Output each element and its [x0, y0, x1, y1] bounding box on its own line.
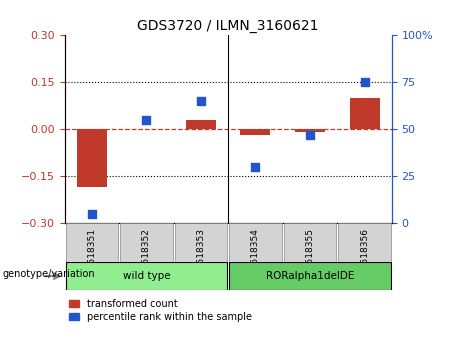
Text: GSM518352: GSM518352	[142, 228, 151, 282]
FancyBboxPatch shape	[338, 223, 391, 262]
FancyBboxPatch shape	[284, 223, 336, 262]
Text: RORalpha1delDE: RORalpha1delDE	[266, 271, 354, 281]
Legend: transformed count, percentile rank within the sample: transformed count, percentile rank withi…	[70, 299, 252, 321]
Point	[252, 164, 259, 170]
Text: GSM518354: GSM518354	[251, 228, 260, 282]
Text: GSM518351: GSM518351	[87, 228, 96, 283]
FancyBboxPatch shape	[175, 223, 227, 262]
Bar	[241, 129, 271, 136]
Bar	[349, 98, 379, 129]
Point	[306, 132, 313, 138]
Title: GDS3720 / ILMN_3160621: GDS3720 / ILMN_3160621	[137, 19, 319, 33]
Bar	[186, 120, 216, 129]
Point	[142, 117, 150, 123]
FancyBboxPatch shape	[65, 262, 227, 290]
FancyBboxPatch shape	[120, 223, 172, 262]
Point	[88, 211, 95, 217]
Text: GSM518353: GSM518353	[196, 228, 206, 283]
Point	[197, 98, 205, 104]
Point	[361, 79, 368, 85]
Text: wild type: wild type	[123, 271, 170, 281]
FancyBboxPatch shape	[229, 223, 282, 262]
Text: genotype/variation: genotype/variation	[2, 269, 95, 279]
FancyBboxPatch shape	[65, 223, 118, 262]
FancyBboxPatch shape	[229, 262, 391, 290]
Text: GSM518355: GSM518355	[306, 228, 314, 283]
Bar	[77, 129, 107, 187]
Text: GSM518356: GSM518356	[360, 228, 369, 283]
Bar	[295, 129, 325, 132]
